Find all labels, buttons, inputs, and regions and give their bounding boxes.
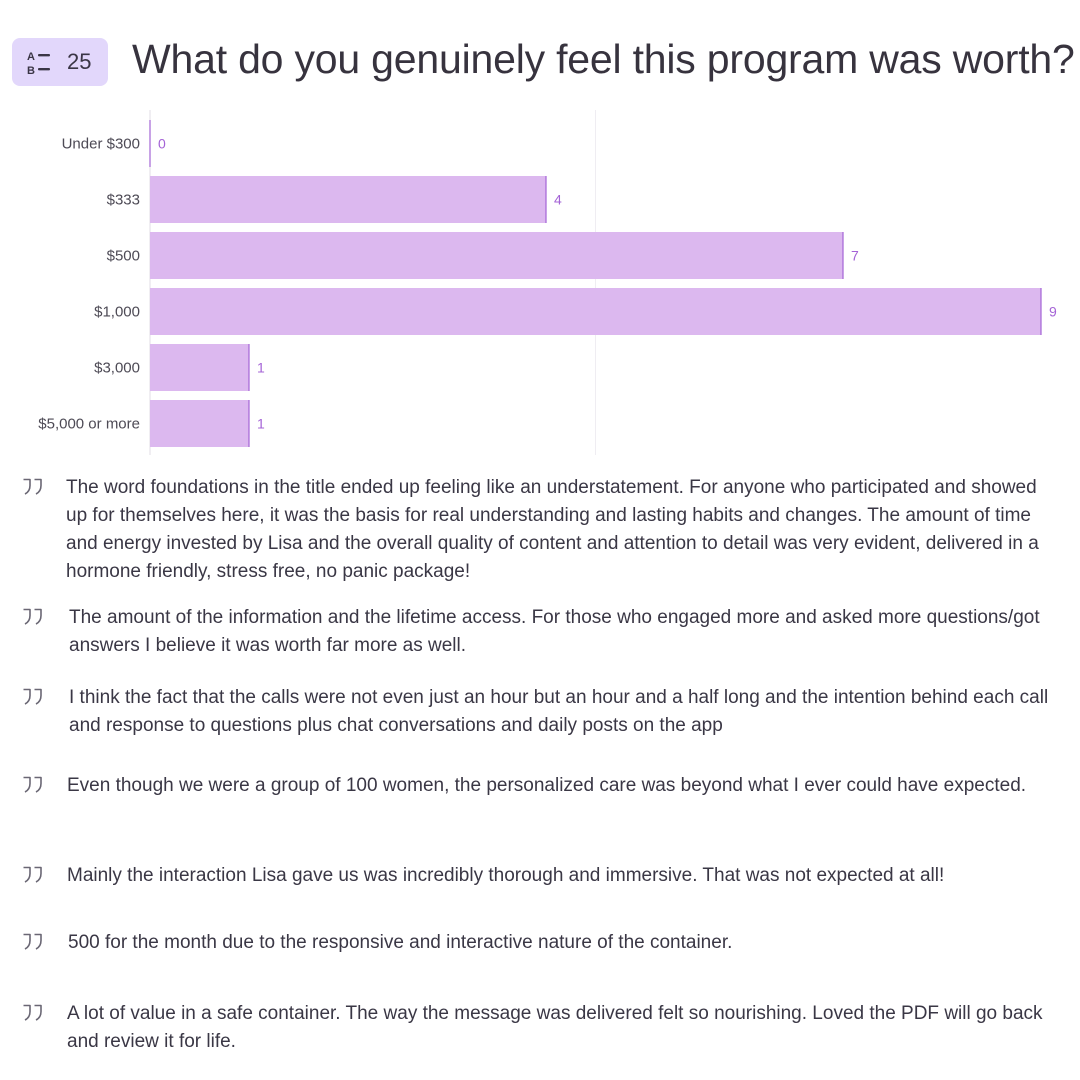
comment-item: The word foundations in the title ended …: [66, 474, 1056, 586]
comment-text: The word foundations in the title ended …: [66, 477, 1039, 582]
quote-icon: [22, 478, 44, 496]
category-label: $500: [107, 248, 140, 265]
bar-chart: Under $300 0 $333 4 $500 7 $1,000 9 $3,000 1 $5,00…: [38, 110, 1057, 455]
data-label: 1: [257, 416, 265, 432]
comment-text: I think the fact that the calls were not…: [69, 687, 1049, 736]
comment-text: A lot of value in a safe container. The …: [67, 1003, 1043, 1052]
quote-icon: [22, 866, 44, 884]
quote-icon: [22, 688, 44, 706]
multiple-choice-icon: A B: [27, 51, 50, 77]
quote-icon: [22, 776, 44, 794]
data-label: 7: [851, 248, 859, 264]
category-label: $1,000: [94, 304, 140, 321]
category-label: $333: [107, 192, 140, 209]
comment-text: Even though we were a group of 100 women…: [67, 775, 1027, 796]
question-header: A B 25: [12, 34, 108, 90]
category-label: $5,000 or more: [38, 416, 140, 433]
quote-icon: [22, 608, 44, 626]
bar: [150, 288, 1041, 335]
comment-item: A lot of value in a safe container. The …: [67, 1000, 1057, 1056]
comment-text: The amount of the information and the li…: [69, 607, 1040, 656]
quote-icon: [22, 1004, 44, 1022]
svg-text:A: A: [27, 51, 35, 63]
svg-text:B: B: [27, 65, 35, 77]
category-label: $3,000: [94, 360, 140, 377]
data-label: 9: [1049, 304, 1057, 320]
comment-item: 500 for the month due to the responsive …: [68, 929, 1058, 957]
question-title: What do you genuinely feel this program …: [132, 36, 1075, 82]
comment-item: Mainly the interaction Lisa gave us was …: [67, 862, 1057, 890]
bar: [150, 176, 546, 223]
bar: [150, 344, 249, 391]
bar: [150, 232, 843, 279]
data-label: 1: [257, 360, 265, 376]
category-label: Under $300: [62, 136, 140, 153]
question-badge: A B 25: [12, 38, 108, 86]
comment-text: Mainly the interaction Lisa gave us was …: [67, 865, 945, 886]
bar: [150, 400, 249, 447]
data-label: 0: [158, 136, 166, 152]
comment-item: Even though we were a group of 100 women…: [67, 772, 1057, 800]
quote-icon: [22, 933, 44, 951]
comment-item: I think the fact that the calls were not…: [69, 684, 1059, 740]
data-label: 4: [554, 192, 562, 208]
question-number: 25: [67, 49, 92, 74]
comment-text: 500 for the month due to the responsive …: [68, 932, 733, 953]
comment-item: The amount of the information and the li…: [69, 604, 1059, 660]
